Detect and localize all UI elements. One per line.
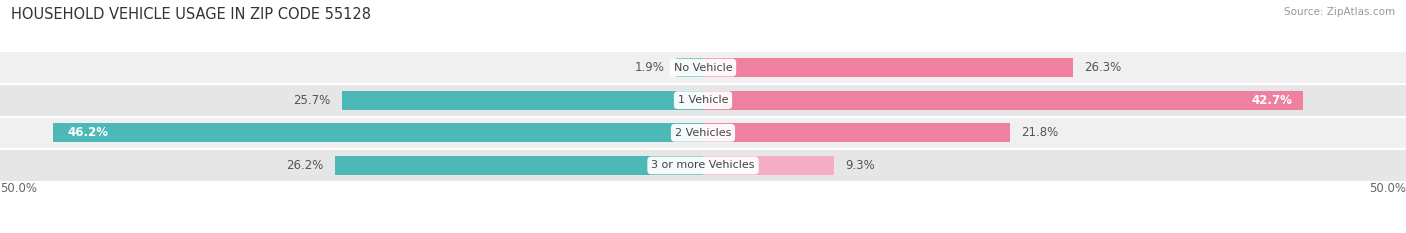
Text: 50.0%: 50.0% <box>0 182 37 195</box>
Text: 50.0%: 50.0% <box>1369 182 1406 195</box>
Bar <box>342 91 703 110</box>
Bar <box>0 116 1406 149</box>
Bar <box>53 123 703 142</box>
Text: 3 or more Vehicles: 3 or more Vehicles <box>651 161 755 170</box>
Text: HOUSEHOLD VEHICLE USAGE IN ZIP CODE 55128: HOUSEHOLD VEHICLE USAGE IN ZIP CODE 5512… <box>11 7 371 22</box>
Text: 21.8%: 21.8% <box>1021 126 1057 139</box>
Text: 42.7%: 42.7% <box>1251 94 1292 107</box>
Text: 1 Vehicle: 1 Vehicle <box>678 95 728 105</box>
Text: Source: ZipAtlas.com: Source: ZipAtlas.com <box>1284 7 1395 17</box>
Bar <box>703 58 1073 77</box>
Text: No Vehicle: No Vehicle <box>673 63 733 72</box>
Bar <box>703 123 1010 142</box>
Text: 9.3%: 9.3% <box>845 159 875 172</box>
Text: 1.9%: 1.9% <box>636 61 665 74</box>
Text: 25.7%: 25.7% <box>294 94 330 107</box>
Text: 26.3%: 26.3% <box>1084 61 1121 74</box>
Bar <box>0 149 1406 182</box>
Bar <box>0 51 1406 84</box>
Bar <box>676 58 703 77</box>
Text: 46.2%: 46.2% <box>67 126 108 139</box>
Bar <box>0 84 1406 116</box>
Bar <box>703 91 1303 110</box>
Text: 2 Vehicles: 2 Vehicles <box>675 128 731 138</box>
Bar <box>703 156 834 175</box>
Text: 26.2%: 26.2% <box>285 159 323 172</box>
Bar <box>335 156 703 175</box>
